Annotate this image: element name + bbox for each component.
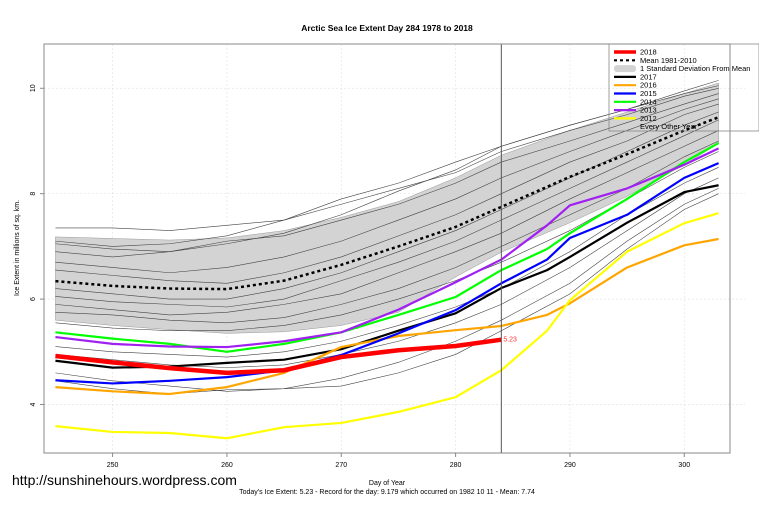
x-tick-label: 280: [450, 462, 462, 469]
series-line-2016: [55, 237, 719, 396]
other-year-line: [55, 177, 719, 368]
y-tick-label: 8: [30, 192, 37, 196]
blog-url[interactable]: http://sunshinehours.wordpress.com: [12, 472, 237, 488]
legend-label: Every Other Year: [640, 122, 698, 131]
footnote: Today's Ice Extent: 5.23 - Record for th…: [239, 489, 535, 496]
x-tick-label: 290: [564, 462, 576, 469]
chart-title: Arctic Sea Ice Extent Day 284 1978 to 20…: [301, 23, 473, 33]
series-line-2012: [55, 212, 719, 440]
legend-label: 1 Standard Deviation From Mean: [640, 64, 750, 73]
legend-swatch: [614, 65, 636, 73]
other-year-line: [55, 188, 719, 392]
other-year-line: [55, 98, 719, 274]
x-tick-label: 250: [107, 462, 119, 469]
series-line-2015: [55, 162, 720, 385]
other-year-line: [55, 87, 719, 247]
x-tick-label: 270: [335, 462, 347, 469]
legend-label: 2018: [640, 48, 657, 57]
series-line-2018: [55, 337, 502, 376]
y-tick-label: 4: [30, 402, 37, 406]
legend-label: Mean 1981-2010: [640, 56, 697, 65]
series-line-mean-1981-2010: [55, 116, 720, 291]
x-axis: 250 260 270 280 290 300: [107, 453, 690, 469]
y-axis-label: Ice Extent in millions of sq. km.: [14, 200, 21, 296]
plot-frame: [43, 43, 731, 454]
other-year-line: [55, 93, 719, 258]
x-tick-label: 260: [221, 462, 233, 469]
legend-label: 2014: [640, 97, 657, 106]
other-year-line: [55, 103, 719, 284]
y-tick-label: 6: [30, 297, 37, 301]
y-tick-label: 10: [30, 84, 37, 92]
x-axis-label: Day of Year: [369, 480, 406, 487]
series-layer: [55, 116, 720, 440]
other-year-line: [55, 130, 719, 316]
series-line-2014: [55, 142, 720, 353]
legend-label: 2015: [640, 89, 657, 98]
y-axis: 4 6 8 10: [30, 84, 44, 406]
other-year-line: [55, 111, 719, 300]
x-tick-label: 300: [678, 462, 690, 469]
legend-box: [608, 43, 759, 132]
legend-label: 2017: [640, 72, 657, 81]
legend-label: 2012: [640, 114, 657, 123]
series-line-2013: [55, 147, 720, 349]
legend-label: 2016: [640, 81, 657, 90]
legend-label: 2013: [640, 106, 657, 115]
current-value-label: 5.23: [503, 337, 517, 344]
other-year-line: [55, 119, 719, 308]
